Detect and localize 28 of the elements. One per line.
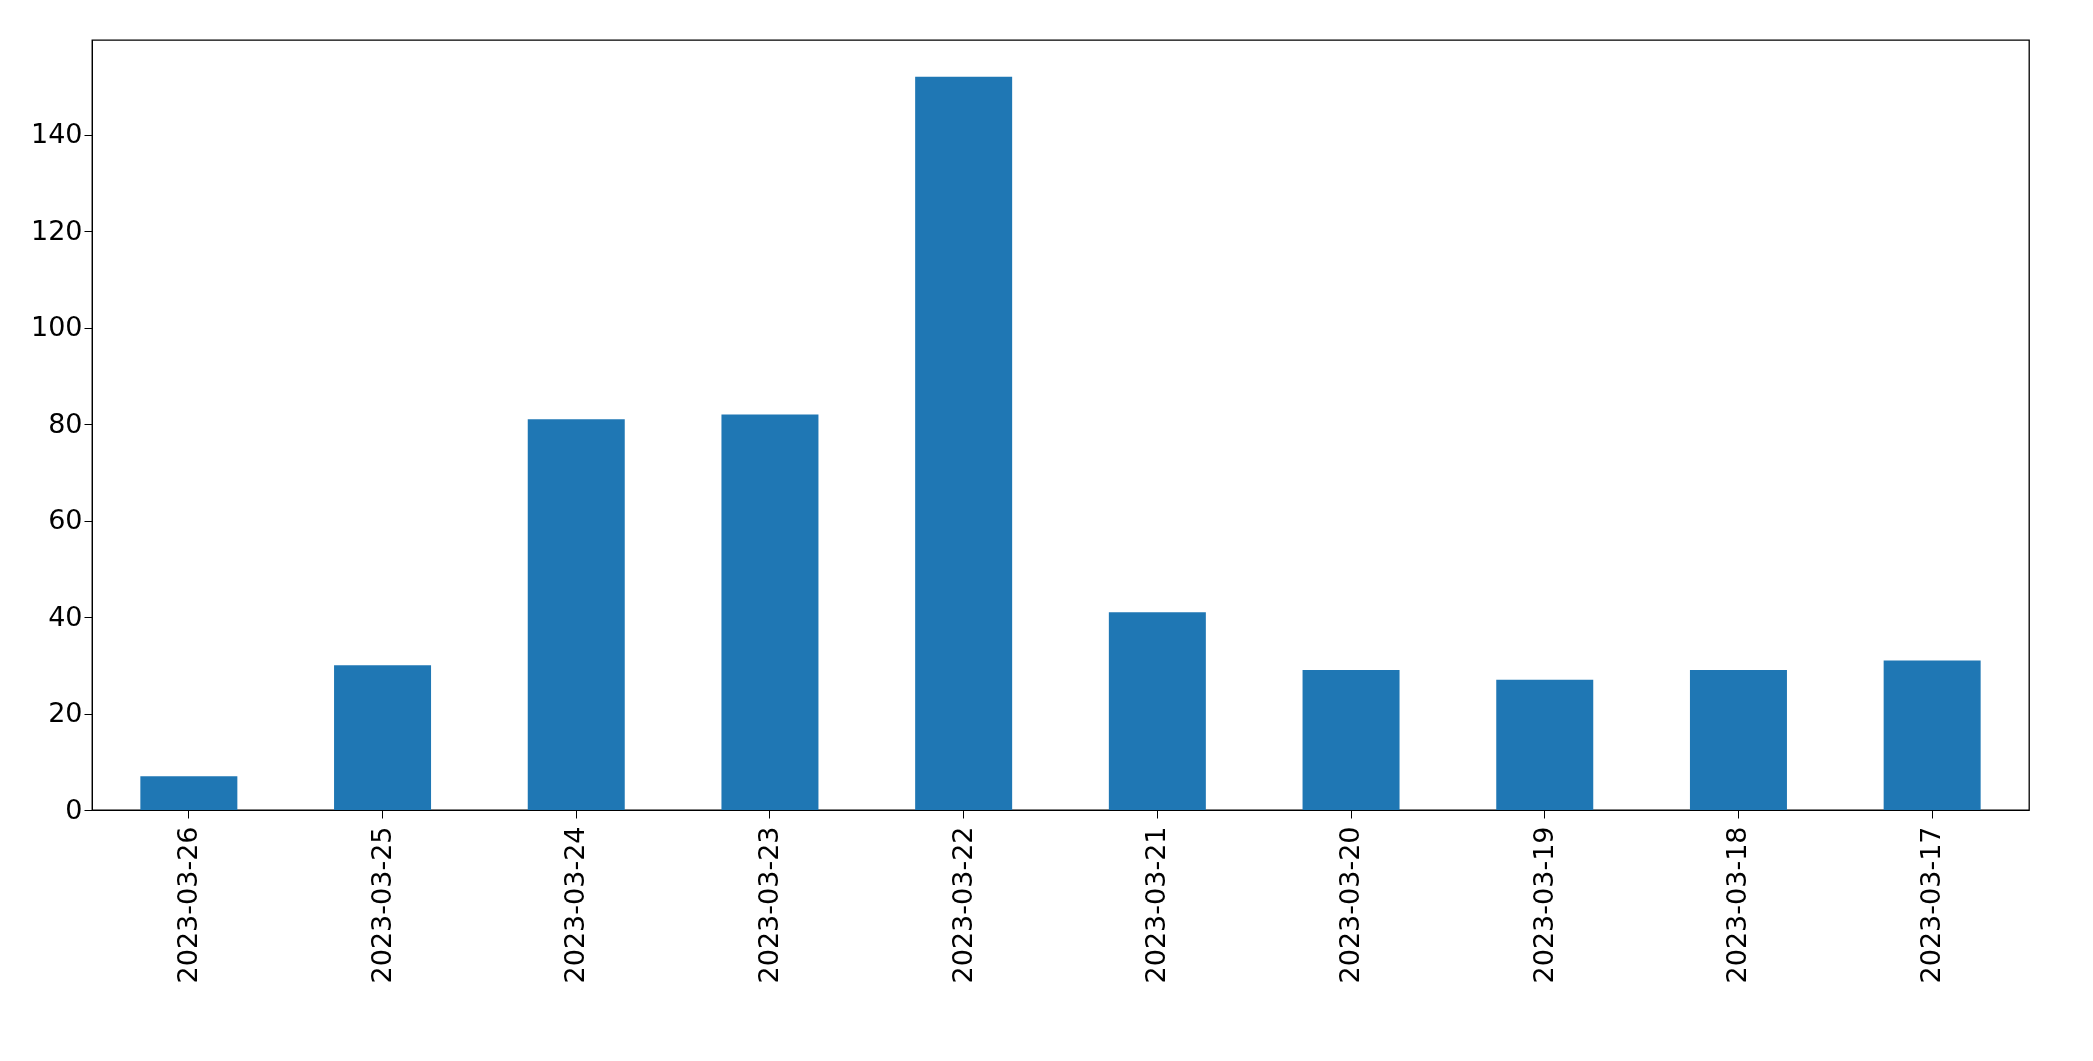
x-tick-label: 2023-03-21: [1140, 826, 1172, 984]
y-tick-label: 0: [65, 793, 83, 825]
y-tick-label: 20: [48, 697, 83, 729]
y-tick-label: 40: [48, 600, 83, 632]
bar: [334, 665, 432, 810]
x-tick-label: 2023-03-20: [1334, 826, 1366, 984]
bar: [1108, 612, 1206, 810]
x-tick-label: 2023-03-24: [559, 826, 591, 984]
x-tick-label: 2023-03-26: [171, 826, 203, 984]
bar: [1689, 670, 1787, 810]
x-tick-label: 2023-03-19: [1527, 826, 1559, 984]
x-tick-label: 2023-03-18: [1721, 826, 1753, 984]
x-tick-label: 2023-03-22: [946, 826, 978, 984]
bar: [721, 414, 819, 810]
y-tick-label: 120: [30, 214, 83, 246]
bar: [140, 776, 238, 810]
bar: [915, 76, 1013, 810]
y-tick-label: 60: [48, 504, 83, 536]
y-tick-label: 100: [30, 311, 83, 343]
bar: [1496, 679, 1594, 810]
bar: [1883, 660, 1981, 810]
x-tick-label: 2023-03-23: [752, 826, 784, 984]
bar: [527, 419, 625, 810]
x-tick-label: 2023-03-25: [365, 826, 397, 984]
y-tick-label: 80: [48, 407, 83, 439]
y-tick-label: 140: [30, 118, 83, 150]
bar: [1302, 670, 1400, 810]
x-tick-label: 2023-03-17: [1915, 826, 1947, 984]
